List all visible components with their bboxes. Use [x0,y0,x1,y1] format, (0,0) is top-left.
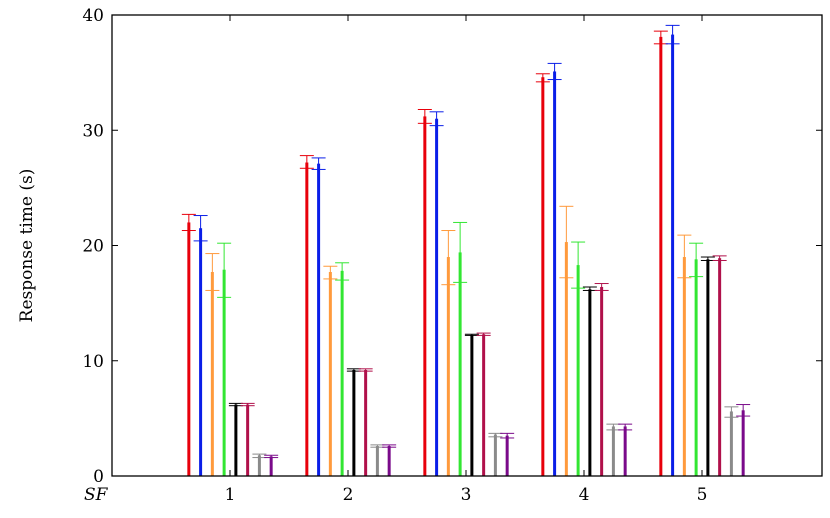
bar [600,286,604,476]
y-tick-label: 30 [82,121,104,141]
bar [317,163,321,477]
bar [564,242,568,476]
bar [505,435,509,476]
bar [387,446,391,476]
y-tick-label: 40 [82,6,104,26]
y-tick-label: 0 [93,467,104,487]
bar [352,369,356,476]
y-tick-label: 20 [82,237,104,257]
x-tick-label: 3 [461,485,472,505]
bar [269,456,273,476]
series-group [193,24,680,477]
bar [458,252,462,476]
y-tick-label: 10 [82,352,104,372]
series-group [205,205,692,476]
bar [694,259,698,476]
bar [199,228,203,476]
bar [210,272,214,476]
bar [470,335,474,476]
x-axis-label: SF [84,485,109,505]
bar [423,116,427,477]
bar [611,426,615,476]
bar [482,334,486,476]
x-tick-label: 1 [225,485,236,505]
bar [187,222,191,476]
x-tick-label: 5 [697,485,708,505]
bar [659,36,663,477]
x-tick-label: 2 [343,485,354,505]
bar [340,270,344,476]
bar [328,272,332,476]
bar [623,426,627,476]
bar [375,446,379,476]
bar [435,118,439,476]
bar [493,434,497,476]
bar [741,410,745,476]
series-group [240,255,727,476]
bar [706,259,710,476]
bars-layer [181,24,751,477]
bar [718,258,722,476]
bar [671,34,675,476]
bar [234,404,238,476]
bar [257,455,261,476]
plot-frame [111,14,823,477]
series-group [217,221,704,476]
bar [246,404,250,476]
series-group [264,404,751,476]
bar [553,71,557,476]
series-group [252,406,739,476]
bar [222,269,226,476]
bar [729,411,733,476]
series-group [228,256,715,476]
bar [446,257,450,476]
y-axis-label: Response time (s) [17,169,37,323]
bar [541,77,545,477]
x-tick-label: 4 [579,485,590,505]
ticks-layer: 0 10 20 30 40 1 2 3 4 5 [82,6,822,505]
bar [364,369,368,476]
bar [305,162,309,476]
bar [576,265,580,476]
bar [682,257,686,476]
series-group [181,30,668,477]
bar [588,289,592,476]
